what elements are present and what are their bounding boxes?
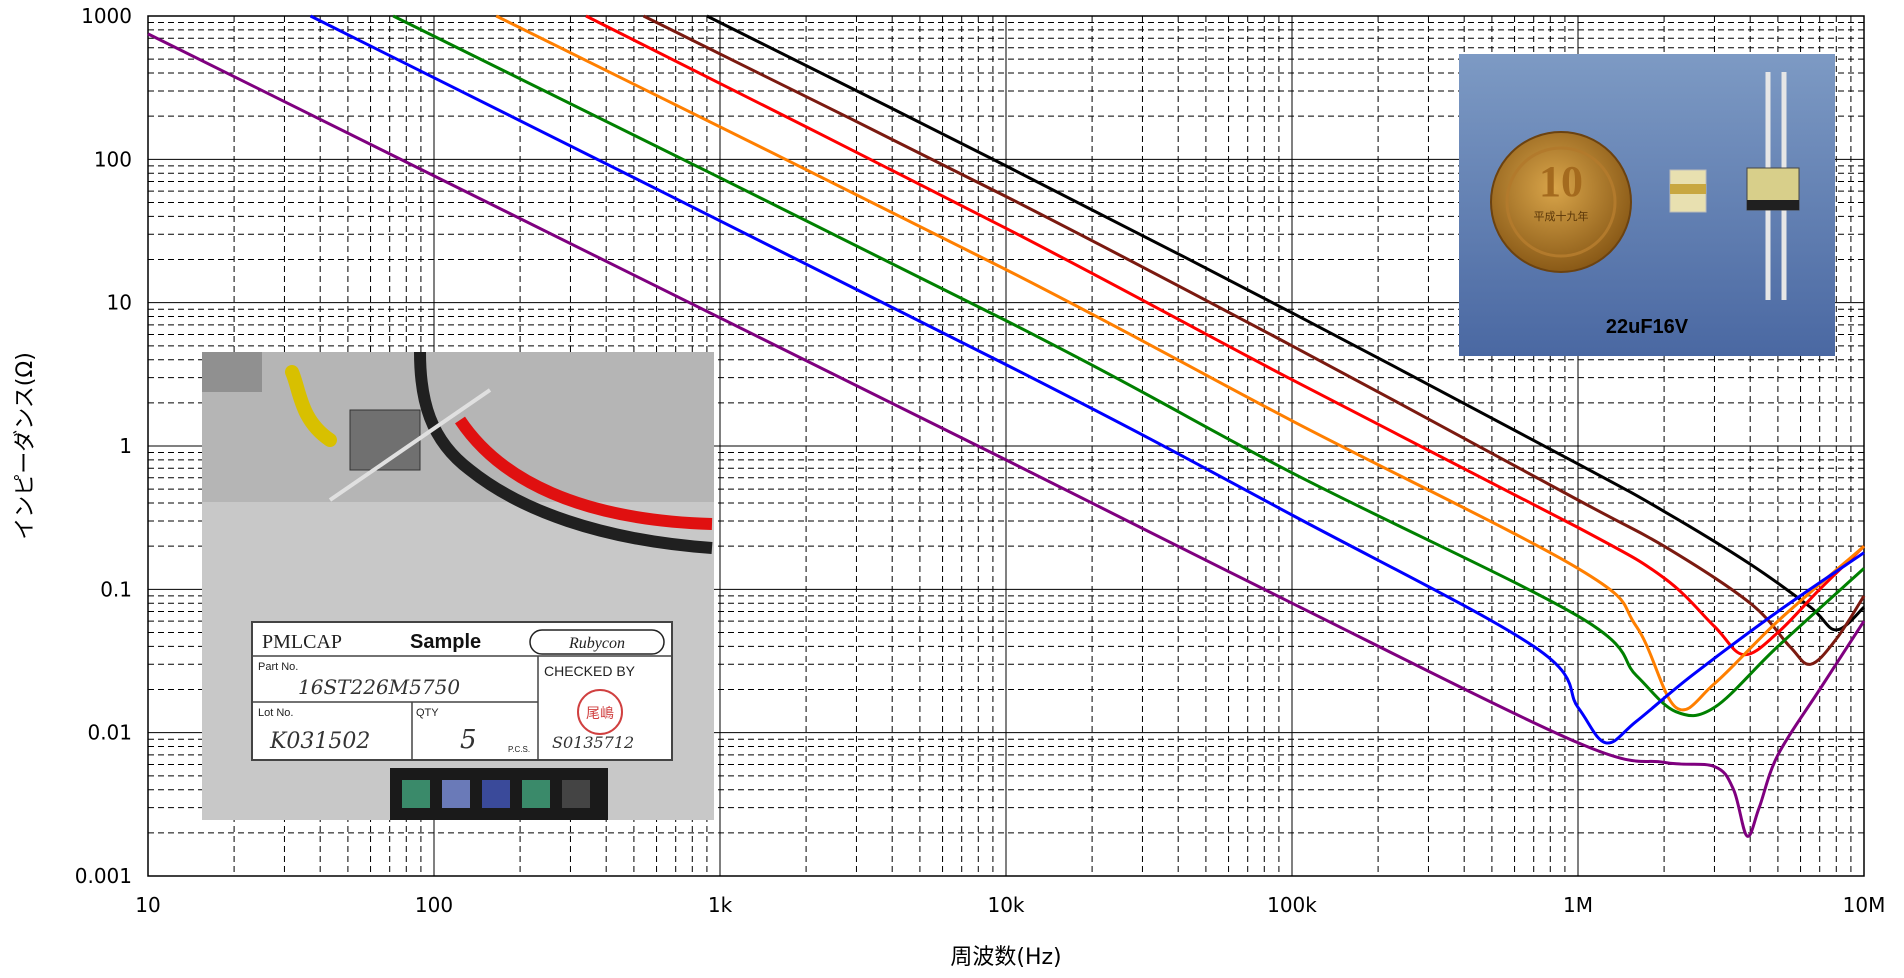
series-line-1 — [706, 14, 1866, 632]
lot-no-value: K031502 — [269, 729, 370, 754]
sample-chip-5 — [562, 780, 590, 808]
x-tick-label: 1k — [708, 893, 733, 917]
x-tick-label: 10k — [987, 893, 1024, 917]
y-axis-label: インピーダンス(Ω) — [13, 352, 38, 540]
stamp-text: 尾嶋 — [586, 706, 614, 722]
ten-yen-coin — [1490, 131, 1632, 273]
series-line-6 — [309, 14, 1865, 745]
y-tick-label: 1 — [119, 434, 132, 458]
sample-chip-2 — [442, 780, 470, 808]
x-tick-label: 100k — [1267, 893, 1317, 917]
x-tick-label: 10M — [1843, 893, 1886, 917]
y-tick-label: 1000 — [81, 4, 132, 28]
fixture-wire — [328, 388, 492, 502]
label-brand: Rubycon — [568, 635, 625, 652]
series-line-2 — [642, 14, 1866, 666]
serial-value: S0135712 — [552, 733, 634, 752]
x-axis-label: 周波数(Hz) — [950, 945, 1061, 970]
sample-photo-inset: PMLCAP Sample Rubycon Part No. 16ST226M5… — [202, 351, 714, 820]
x-tick-labels: 10 100 1k 10k 100k 1M 10M — [135, 893, 1885, 917]
chip-capacitor-band — [1670, 184, 1706, 194]
red-test-lead — [455, 416, 713, 530]
coin-numeral: 10 — [1539, 157, 1583, 206]
series-line-7 — [147, 32, 1866, 838]
approval-stamp — [577, 689, 623, 735]
series-line-4 — [495, 14, 1865, 712]
qty-value: 5 — [460, 725, 477, 755]
fixture-corner — [202, 352, 262, 392]
black-test-lead — [414, 351, 713, 554]
x-tick-label: 10 — [135, 893, 160, 917]
label-title: PMLCAP — [262, 631, 342, 653]
yellow-test-lead — [285, 365, 337, 447]
test-fixture — [349, 409, 421, 471]
x-tick-label: 100 — [415, 893, 453, 917]
y-tick-label: 0.01 — [87, 721, 132, 745]
x-tick-label: 1M — [1563, 893, 1593, 917]
part-no-value: 16ST226M5750 — [298, 675, 460, 699]
sample-chip-4 — [522, 780, 550, 808]
brand-oval — [529, 629, 665, 655]
series-group — [147, 14, 1866, 838]
sample-chip-1 — [402, 780, 430, 808]
leaded-capacitor-base — [1747, 200, 1799, 210]
coin-year-text: 平成十九年 — [1534, 209, 1589, 223]
checked-by-label: CHECKED BY — [544, 663, 636, 679]
y-tick-label: 0.1 — [100, 577, 132, 601]
y-tick-label: 10 — [107, 291, 132, 315]
qty-label: QTY — [416, 707, 439, 719]
y-tick-labels: 0.001 0.01 0.1 1 10 100 1000 — [75, 4, 132, 888]
label-sample: Sample — [410, 631, 481, 653]
series-line-5 — [392, 14, 1866, 718]
y-tick-label: 0.001 — [75, 864, 132, 888]
capacitor-photo-inset: 10 平成十九年 22uF16V — [1459, 54, 1835, 356]
pcs-label: P.C.S. — [508, 745, 530, 754]
sample-chip-3 — [482, 780, 510, 808]
coin-rim — [1505, 146, 1617, 258]
part-no-label: Part No. — [258, 661, 298, 673]
series-line-3 — [585, 14, 1866, 657]
plot-frame — [147, 15, 1865, 877]
lot-no-label: Lot No. — [258, 707, 293, 719]
y-tick-label: 100 — [94, 147, 132, 171]
photo-caption: 22uF16V — [1606, 316, 1689, 338]
